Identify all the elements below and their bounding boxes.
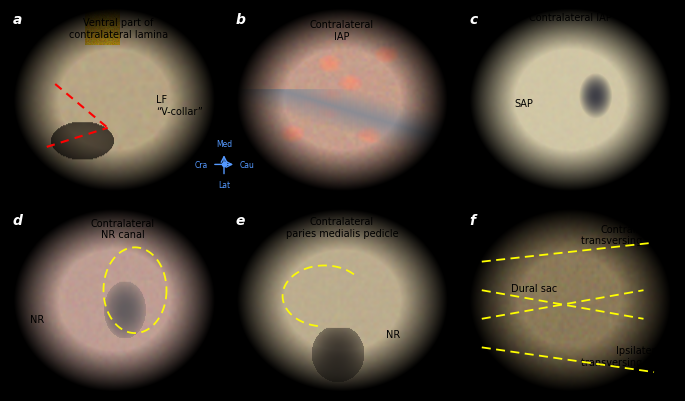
Text: Ipsilateral
transversing root: Ipsilateral transversing root [581, 346, 664, 367]
Text: Contralateral
IAP: Contralateral IAP [310, 20, 374, 42]
Text: Dural sac: Dural sac [511, 284, 558, 294]
Text: LF
“V-collar”: LF “V-collar” [156, 95, 203, 116]
Text: f: f [469, 213, 475, 227]
Text: d: d [13, 213, 23, 227]
Text: Cra: Cra [195, 160, 208, 170]
Text: e: e [236, 213, 245, 227]
Text: NR: NR [30, 314, 45, 324]
Text: Cau: Cau [240, 160, 255, 170]
Text: Contralateral
transversing root: Contralateral transversing root [581, 224, 664, 245]
Text: Contralateral IAP: Contralateral IAP [529, 12, 612, 22]
Text: Med: Med [216, 140, 232, 149]
Text: c: c [469, 13, 477, 27]
Text: a: a [13, 13, 23, 27]
Text: b: b [236, 13, 246, 27]
Text: Ventral part of
contralateral lamina: Ventral part of contralateral lamina [68, 18, 168, 40]
Text: Contralateral
paries medialis pedicle: Contralateral paries medialis pedicle [286, 217, 398, 238]
Text: Lat: Lat [218, 181, 230, 190]
Text: SAP: SAP [514, 99, 533, 109]
Text: NR: NR [386, 329, 400, 339]
Text: Contralateral
NR canal: Contralateral NR canal [90, 218, 154, 240]
